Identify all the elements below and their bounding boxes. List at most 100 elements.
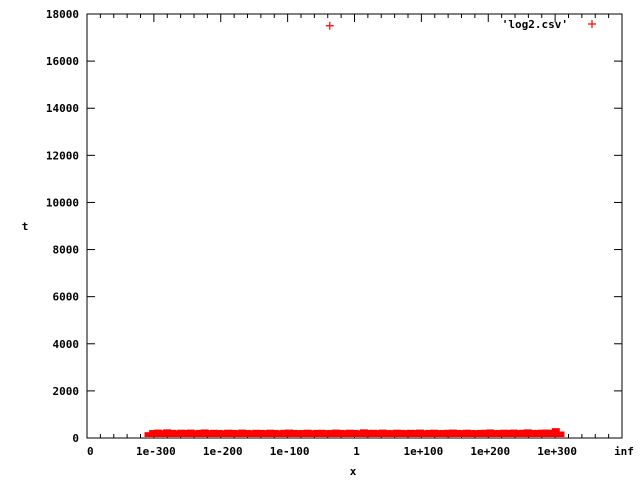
data-point: [542, 429, 551, 437]
x-tick-label: 1e+100: [404, 445, 444, 458]
data-point: [228, 429, 237, 437]
y-tick-label: 4000: [53, 338, 80, 351]
data-point: [242, 430, 251, 437]
data-point: [214, 430, 223, 437]
data-point: [331, 429, 340, 437]
data-point: [448, 429, 457, 437]
data-point: [519, 429, 528, 437]
data-point: [392, 429, 401, 437]
data-point: [261, 430, 270, 437]
y-tick-label: 0: [72, 432, 79, 445]
y-tick-label: 18000: [46, 8, 79, 21]
data-points: [144, 21, 565, 437]
data-point: [373, 430, 382, 437]
x-tick-label: 1: [353, 445, 360, 458]
data-point: [289, 429, 298, 437]
data-point: [472, 430, 481, 437]
legend: 'log2.csv': [502, 18, 596, 31]
data-point: [547, 429, 556, 437]
axes: 0 2000 4000 6000 8000 10000 12000 14000 16000 180…: [46, 8, 634, 458]
data-point: [313, 429, 322, 437]
data-point: [383, 430, 392, 437]
data-point: [364, 429, 373, 437]
data-point: [458, 430, 467, 437]
data-point: [434, 430, 443, 437]
data-point: [430, 429, 439, 437]
data-point: [153, 429, 162, 437]
data-point: [163, 429, 172, 437]
data-point: [200, 429, 209, 437]
data-point: [191, 430, 200, 437]
data-point: [537, 429, 546, 437]
data-point: [401, 430, 410, 437]
data-point: [481, 429, 490, 437]
data-point: [551, 428, 560, 437]
x-tick-label: 0: [87, 445, 94, 458]
x-tick-label: inf: [614, 445, 634, 458]
data-point: [439, 430, 448, 437]
data-point: [275, 430, 284, 437]
data-point: [387, 430, 396, 437]
data-point: [177, 429, 186, 437]
data-point: [444, 429, 453, 437]
y-tick-label: 16000: [46, 55, 79, 68]
data-point: [509, 429, 518, 437]
data-point: [284, 429, 293, 437]
data-point: [325, 21, 334, 30]
data-point: [252, 429, 261, 437]
data-point: [224, 429, 233, 437]
data-point: [322, 430, 331, 437]
data-point: [210, 429, 219, 437]
data-point: [355, 430, 364, 437]
data-point: [556, 431, 565, 437]
data-point: [528, 429, 537, 437]
data-point: [167, 429, 176, 437]
data-point: [341, 430, 350, 437]
x-tick-label: 1e-300: [136, 445, 176, 458]
data-point: [467, 430, 476, 437]
data-point: [486, 429, 495, 437]
data-point: [238, 429, 247, 437]
data-point: [359, 429, 368, 437]
data-point: [416, 429, 425, 437]
data-point: [256, 429, 265, 437]
x-tick-label: 1e+200: [470, 445, 510, 458]
y-tick-label: 8000: [53, 244, 80, 257]
legend-marker: [588, 20, 596, 28]
data-point: [397, 429, 406, 437]
x-tick-label: 1e+300: [537, 445, 577, 458]
data-point: [406, 429, 415, 437]
data-point: [181, 430, 190, 437]
data-point: [500, 429, 509, 437]
data-point: [504, 429, 513, 437]
data-point: [369, 429, 378, 437]
data-point: [453, 429, 462, 437]
legend-label: 'log2.csv': [502, 18, 568, 31]
data-point: [378, 429, 387, 437]
data-point: [514, 430, 523, 437]
legend-marker-plus: [588, 20, 596, 28]
data-point: [280, 429, 289, 437]
data-point: [196, 429, 205, 437]
y-tick-label: 2000: [53, 385, 80, 398]
data-point: [219, 430, 228, 437]
data-point: [490, 430, 499, 437]
data-point: [247, 430, 256, 437]
data-point: [533, 430, 542, 437]
data-point: [317, 429, 326, 437]
data-point: [420, 430, 429, 437]
data-point: [158, 430, 167, 437]
data-point: [350, 430, 359, 437]
y-tick-label: 14000: [46, 102, 79, 115]
data-point: [327, 430, 336, 437]
data-point: [266, 429, 275, 437]
data-point: [336, 429, 345, 437]
y-tick-label: 6000: [53, 291, 80, 304]
data-point: [425, 429, 434, 437]
data-point: [299, 430, 308, 437]
data-point: [149, 430, 158, 437]
data-point: [144, 432, 153, 437]
data-point: [205, 430, 214, 437]
data-point: [270, 430, 279, 437]
